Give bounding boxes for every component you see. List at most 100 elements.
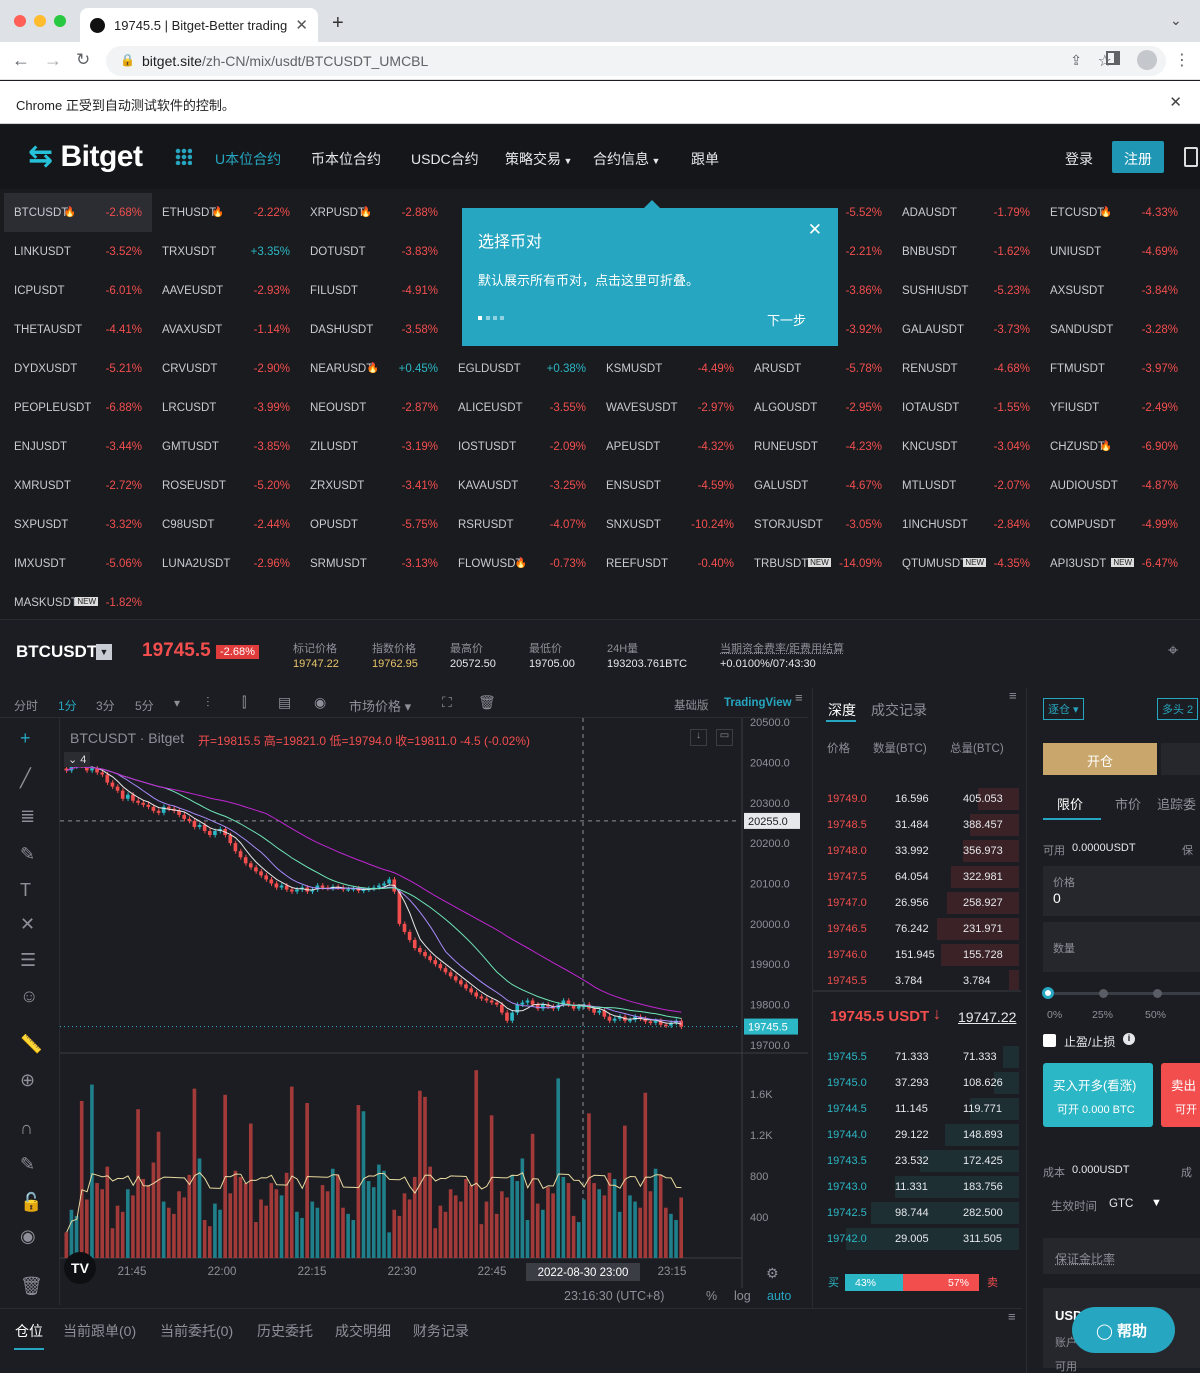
ask-row[interactable]: 19747.0 26.956 258.927	[813, 890, 1019, 916]
coin-pair-cell[interactable]: DYDXUSDT -5.21%	[4, 349, 152, 388]
coin-pair-cell[interactable]: C98USDT -2.44%	[152, 505, 300, 544]
fib-icon[interactable]: ≣	[20, 806, 36, 826]
coin-pair-cell[interactable]: SNXUSDT -10.24%	[596, 505, 744, 544]
bitget-logo[interactable]: ⇆ Bitget	[28, 139, 143, 174]
coin-pair-cell[interactable]: 1INCHUSDT -2.84%	[892, 505, 1040, 544]
coin-pair-cell[interactable]: IMXUSDT -5.06%	[4, 544, 152, 583]
scroll-down-icon[interactable]: ↓	[690, 729, 707, 746]
leverage-select[interactable]: 多头 2	[1157, 698, 1199, 720]
coin-pair-cell[interactable]: -3.86%	[744, 271, 892, 310]
close-position-tab[interactable]	[1161, 743, 1200, 775]
coin-pair-cell[interactable]: RSRUSDT -4.07%	[448, 505, 596, 544]
price-chart[interactable]: 20500.0 20400.0 20300.0 20200.0 20100.0 20000…	[60, 717, 808, 1305]
margin-mode-select[interactable]: 逐仓 ▾	[1043, 698, 1084, 720]
limit-tab[interactable]: 限价	[1057, 797, 1084, 812]
coin-pair-cell[interactable]: TRBUSDT NEW -14.09%	[744, 544, 892, 583]
maximize-window-icon[interactable]	[54, 15, 66, 27]
nav-copy-trade[interactable]: 跟单	[691, 151, 719, 167]
coin-pair-cell[interactable]: FLOWUSDT 🔥 -0.73%	[448, 544, 596, 583]
coin-pair-cell[interactable]: ALGOUSDT -2.95%	[744, 388, 892, 427]
help-button[interactable]: ◯ 帮助	[1072, 1307, 1175, 1353]
coin-pair-cell[interactable]: BNBUSDT -1.62%	[892, 232, 1040, 271]
interval-5m[interactable]: 5分	[135, 699, 154, 713]
market-price-select[interactable]: 市场价格 ▾	[349, 696, 411, 715]
popup-close-icon[interactable]: ✕	[807, 220, 822, 239]
interval-3m[interactable]: 3分	[96, 699, 115, 713]
share-icon[interactable]: ⇪	[1070, 52, 1082, 68]
reload-icon[interactable]: ↻	[76, 50, 91, 69]
coin-pair-cell[interactable]: MASKUSDT NEW -1.82%	[4, 583, 152, 622]
bid-row[interactable]: 19742.5 98.744 282.500	[813, 1200, 1019, 1226]
fullscreen-icon[interactable]: ⛶	[442, 694, 452, 710]
coin-pair-cell[interactable]: -2.21%	[744, 232, 892, 271]
nav-usdt-futures[interactable]: U本位合约	[215, 151, 282, 167]
browser-tab[interactable]: 19745.5 | Bitget-Better trading ✕	[80, 8, 318, 42]
camera-icon[interactable]: ◉	[314, 694, 327, 710]
trend-line-icon[interactable]: ╱	[20, 768, 31, 788]
coin-pair-cell[interactable]: AAVEUSDT -2.93%	[152, 271, 300, 310]
coin-pair-cell[interactable]: ALICEUSDT -3.55%	[448, 388, 596, 427]
ruler-icon[interactable]: 📏	[20, 1034, 43, 1054]
chart-settings-icon[interactable]: ▭	[716, 729, 733, 746]
bid-row[interactable]: 19744.0 29.122 148.893	[813, 1122, 1019, 1148]
coin-pair-cell[interactable]: EGLDUSDT +0.38%	[448, 349, 596, 388]
chart-type-icon[interactable]: ⫶	[206, 694, 210, 710]
trash-icon[interactable]: 🗑	[478, 694, 496, 710]
lock-drawing-icon[interactable]: ✎	[20, 1154, 36, 1174]
coin-pair-cell[interactable]: FTMUSDT -3.97%	[1040, 349, 1188, 388]
eye-icon[interactable]: ◉	[20, 1226, 36, 1246]
emoji-icon[interactable]: ☺	[20, 986, 39, 1006]
nav-strategy[interactable]: 策略交易 ▼	[505, 149, 572, 169]
coin-pair-cell[interactable]: AXSUSDT -3.84%	[1040, 271, 1188, 310]
coin-pair-cell[interactable]: ADAUSDT -1.79%	[892, 193, 1040, 232]
bid-row[interactable]: 19745.5 71.333 71.333	[813, 1044, 1019, 1070]
tradingview-tab[interactable]: TradingView	[724, 697, 792, 709]
coin-pair-cell[interactable]: FILUSDT -4.91%	[300, 271, 448, 310]
coin-pair-cell[interactable]: OPUSDT -5.75%	[300, 505, 448, 544]
panel-menu-icon[interactable]: ≡	[795, 690, 803, 705]
coin-pair-cell[interactable]: ETCUSDT 🔥 -4.33%	[1040, 193, 1188, 232]
lock-icon[interactable]: 🔓	[20, 1192, 43, 1212]
coin-pair-cell[interactable]: API3USDT NEW -6.47%	[1040, 544, 1188, 583]
browser-menu-icon[interactable]: ⋮	[1174, 52, 1190, 69]
bid-row[interactable]: 19744.5 11.145 119.771	[813, 1096, 1019, 1122]
trailing-tab[interactable]: 追踪委	[1157, 797, 1197, 812]
coin-pair-cell[interactable]: LUNA2USDT -2.96%	[152, 544, 300, 583]
download-app-icon[interactable]	[1184, 147, 1198, 167]
coin-pair-cell[interactable]: QTUMUSDT NEW -4.35%	[892, 544, 1040, 583]
coin-pair-cell[interactable]: YFIUSDT -2.49%	[1040, 388, 1188, 427]
tab-order-history[interactable]: 历史委托	[257, 1323, 313, 1339]
nav-coin-futures[interactable]: 币本位合约	[311, 151, 381, 167]
side-panel-icon[interactable]	[1106, 51, 1120, 65]
coin-pair-cell[interactable]: KNCUSDT -3.04%	[892, 427, 1040, 466]
location-pin-icon[interactable]: ⌖	[1168, 640, 1179, 660]
coin-pair-cell[interactable]: CRVUSDT -2.90%	[152, 349, 300, 388]
coin-pair-cell[interactable]: IOTAUSDT -1.55%	[892, 388, 1040, 427]
coin-pair-cell[interactable]: WAVESUSDT -2.97%	[596, 388, 744, 427]
nav-usdc-futures[interactable]: USDC合约	[411, 151, 479, 167]
coin-pair-cell[interactable]: SRMUSDT -3.13%	[300, 544, 448, 583]
tab-list-icon[interactable]: ⌄	[1170, 12, 1182, 28]
open-position-tab[interactable]: 开仓	[1043, 743, 1157, 775]
tab-open-orders[interactable]: 当前委托(0)	[160, 1323, 234, 1339]
coin-pair-cell[interactable]: SANDUSDT -3.28%	[1040, 310, 1188, 349]
quantity-input[interactable]: 数量	[1043, 922, 1200, 972]
coin-pair-cell[interactable]: IOSTUSDT -2.09%	[448, 427, 596, 466]
coin-pair-cell[interactable]: KSMUSDT -4.49%	[596, 349, 744, 388]
slider-stop[interactable]	[1099, 989, 1108, 998]
coin-pair-cell[interactable]: XMRUSDT -2.72%	[4, 466, 152, 505]
coin-pair-cell[interactable]: ROSEUSDT -5.20%	[152, 466, 300, 505]
forward-icon[interactable]: →	[44, 50, 62, 70]
coin-pair-cell[interactable]: LRCUSDT -3.99%	[152, 388, 300, 427]
coin-pair-cell[interactable]: RUNEUSDT -4.23%	[744, 427, 892, 466]
coin-pair-cell[interactable]: SUSHIUSDT -5.23%	[892, 271, 1040, 310]
coin-pair-cell[interactable]: REEFUSDT -0.40%	[596, 544, 744, 583]
coin-pair-cell[interactable]: CHZUSDT 🔥 -6.90%	[1040, 427, 1188, 466]
coin-pair-cell[interactable]: ARUSDT -5.78%	[744, 349, 892, 388]
tab-current-copy[interactable]: 当前跟单(0)	[63, 1323, 137, 1339]
candle-icon[interactable]: ⫿	[242, 694, 247, 710]
interval-timeline[interactable]: 分时	[14, 699, 39, 713]
coin-pair-cell[interactable]: UNIUSDT -4.69%	[1040, 232, 1188, 271]
zoom-icon[interactable]: ⊕	[20, 1070, 36, 1090]
coin-pair-cell[interactable]: -5.52%	[744, 193, 892, 232]
